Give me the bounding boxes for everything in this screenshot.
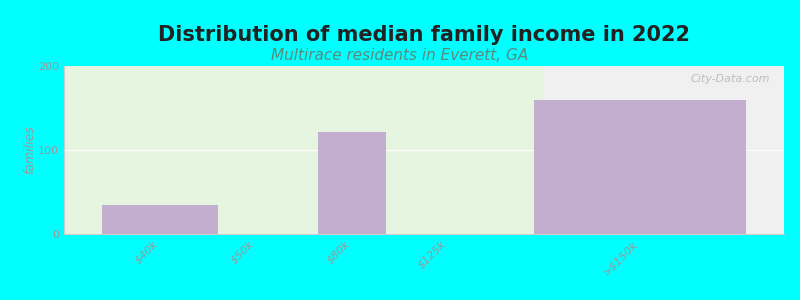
Y-axis label: families: families — [24, 126, 37, 174]
Bar — [544, 66, 784, 234]
Text: Multirace residents in Everett, GA: Multirace residents in Everett, GA — [271, 48, 529, 63]
Title: Distribution of median family income in 2022: Distribution of median family income in … — [158, 25, 690, 45]
Bar — [64, 66, 544, 234]
Bar — [318, 131, 386, 234]
Text: City-Data.com: City-Data.com — [690, 74, 770, 84]
Bar — [534, 100, 746, 234]
Bar — [102, 205, 218, 234]
